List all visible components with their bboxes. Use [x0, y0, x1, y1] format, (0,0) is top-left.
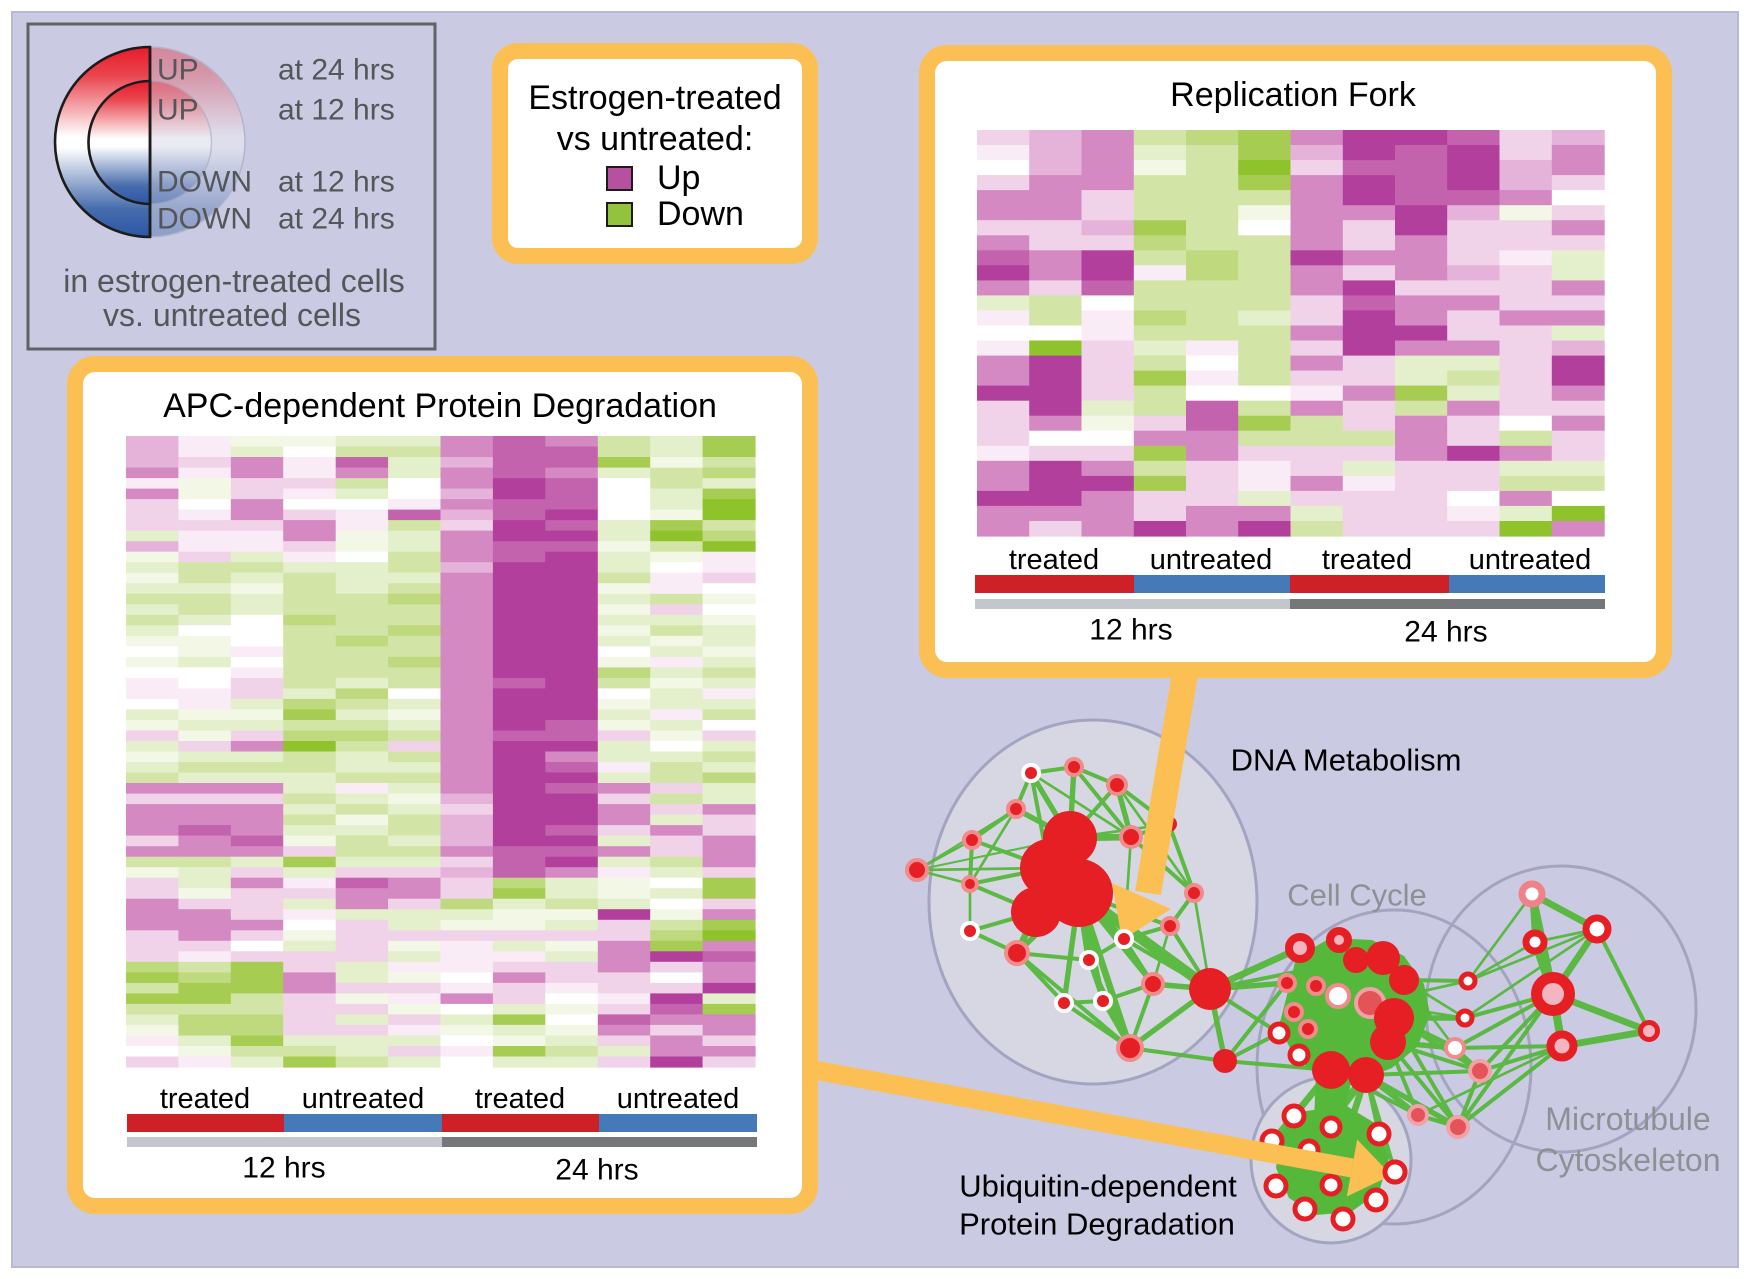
svg-text:UP: UP [157, 54, 199, 87]
svg-text:12 hrs: 12 hrs [242, 1152, 325, 1185]
svg-text:Estrogen-treated: Estrogen-treated [528, 79, 781, 117]
svg-text:at 12 hrs: at 12 hrs [278, 166, 395, 199]
svg-text:Protein Degradation: Protein Degradation [959, 1207, 1235, 1242]
svg-text:DNA Metabolism: DNA Metabolism [1231, 743, 1462, 778]
svg-text:vs. untreated cells: vs. untreated cells [103, 297, 361, 333]
svg-text:vs untreated:: vs untreated: [557, 120, 754, 158]
svg-text:DOWN: DOWN [157, 166, 252, 199]
svg-text:in estrogen-treated cells: in estrogen-treated cells [63, 263, 405, 299]
svg-text:Cytoskeleton: Cytoskeleton [1536, 1142, 1721, 1178]
svg-text:untreated: untreated [617, 1083, 740, 1115]
svg-text:Up: Up [657, 159, 700, 197]
svg-text:treated: treated [1009, 544, 1099, 576]
svg-text:at 24 hrs: at 24 hrs [278, 203, 395, 236]
svg-text:DOWN: DOWN [157, 203, 252, 236]
svg-text:Microtubule: Microtubule [1545, 1101, 1710, 1137]
svg-text:treated: treated [1322, 544, 1412, 576]
svg-text:24 hrs: 24 hrs [1404, 616, 1487, 649]
svg-text:untreated: untreated [302, 1083, 425, 1115]
svg-text:untreated: untreated [1150, 544, 1273, 576]
svg-text:Replication Fork: Replication Fork [1170, 76, 1417, 114]
svg-text:untreated: untreated [1469, 544, 1592, 576]
svg-text:treated: treated [160, 1083, 250, 1115]
svg-text:UP: UP [157, 94, 199, 127]
svg-text:12 hrs: 12 hrs [1089, 614, 1172, 647]
svg-text:Ubiquitin-dependent: Ubiquitin-dependent [959, 1169, 1237, 1204]
svg-text:at 12 hrs: at 12 hrs [278, 94, 395, 127]
svg-text:Cell Cycle: Cell Cycle [1287, 878, 1427, 913]
svg-text:Down: Down [657, 195, 744, 233]
svg-text:treated: treated [475, 1083, 565, 1115]
svg-text:APC-dependent Protein Degradat: APC-dependent Protein Degradation [163, 387, 717, 425]
svg-text:24 hrs: 24 hrs [555, 1154, 638, 1187]
svg-text:at 24 hrs: at 24 hrs [278, 54, 395, 87]
